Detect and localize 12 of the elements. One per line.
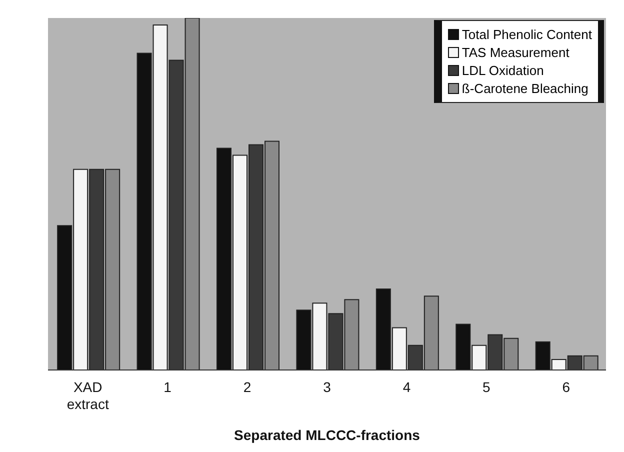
x-tick-label: 1	[164, 379, 172, 395]
legend-label: ß-Carotene Bleaching	[462, 81, 588, 96]
legend-label: Total Phenolic Content	[462, 27, 592, 42]
x-tick-label: 6	[562, 379, 570, 395]
legend-label: TAS Measurement	[462, 45, 570, 60]
x-tick-label: XAD extract	[66, 379, 109, 412]
x-axis-title: Separated MLCCC-fractions	[234, 427, 420, 443]
x-tick-label: 5	[482, 379, 491, 395]
x-tick-label: 4	[402, 379, 411, 395]
legend-label: LDL Oxidation	[462, 63, 544, 78]
x-tick-label: 3	[323, 379, 332, 395]
x-tick-label: 2	[243, 379, 252, 395]
